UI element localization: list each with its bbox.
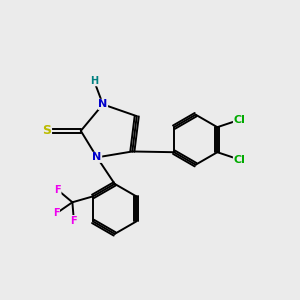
Text: F: F [54, 185, 61, 195]
Text: N: N [98, 99, 107, 110]
Text: F: F [53, 208, 59, 218]
Text: F: F [70, 215, 77, 226]
Text: H: H [90, 76, 98, 86]
Text: N: N [92, 152, 102, 162]
Text: Cl: Cl [233, 154, 245, 165]
Text: Cl: Cl [233, 115, 245, 125]
Text: S: S [42, 124, 51, 137]
